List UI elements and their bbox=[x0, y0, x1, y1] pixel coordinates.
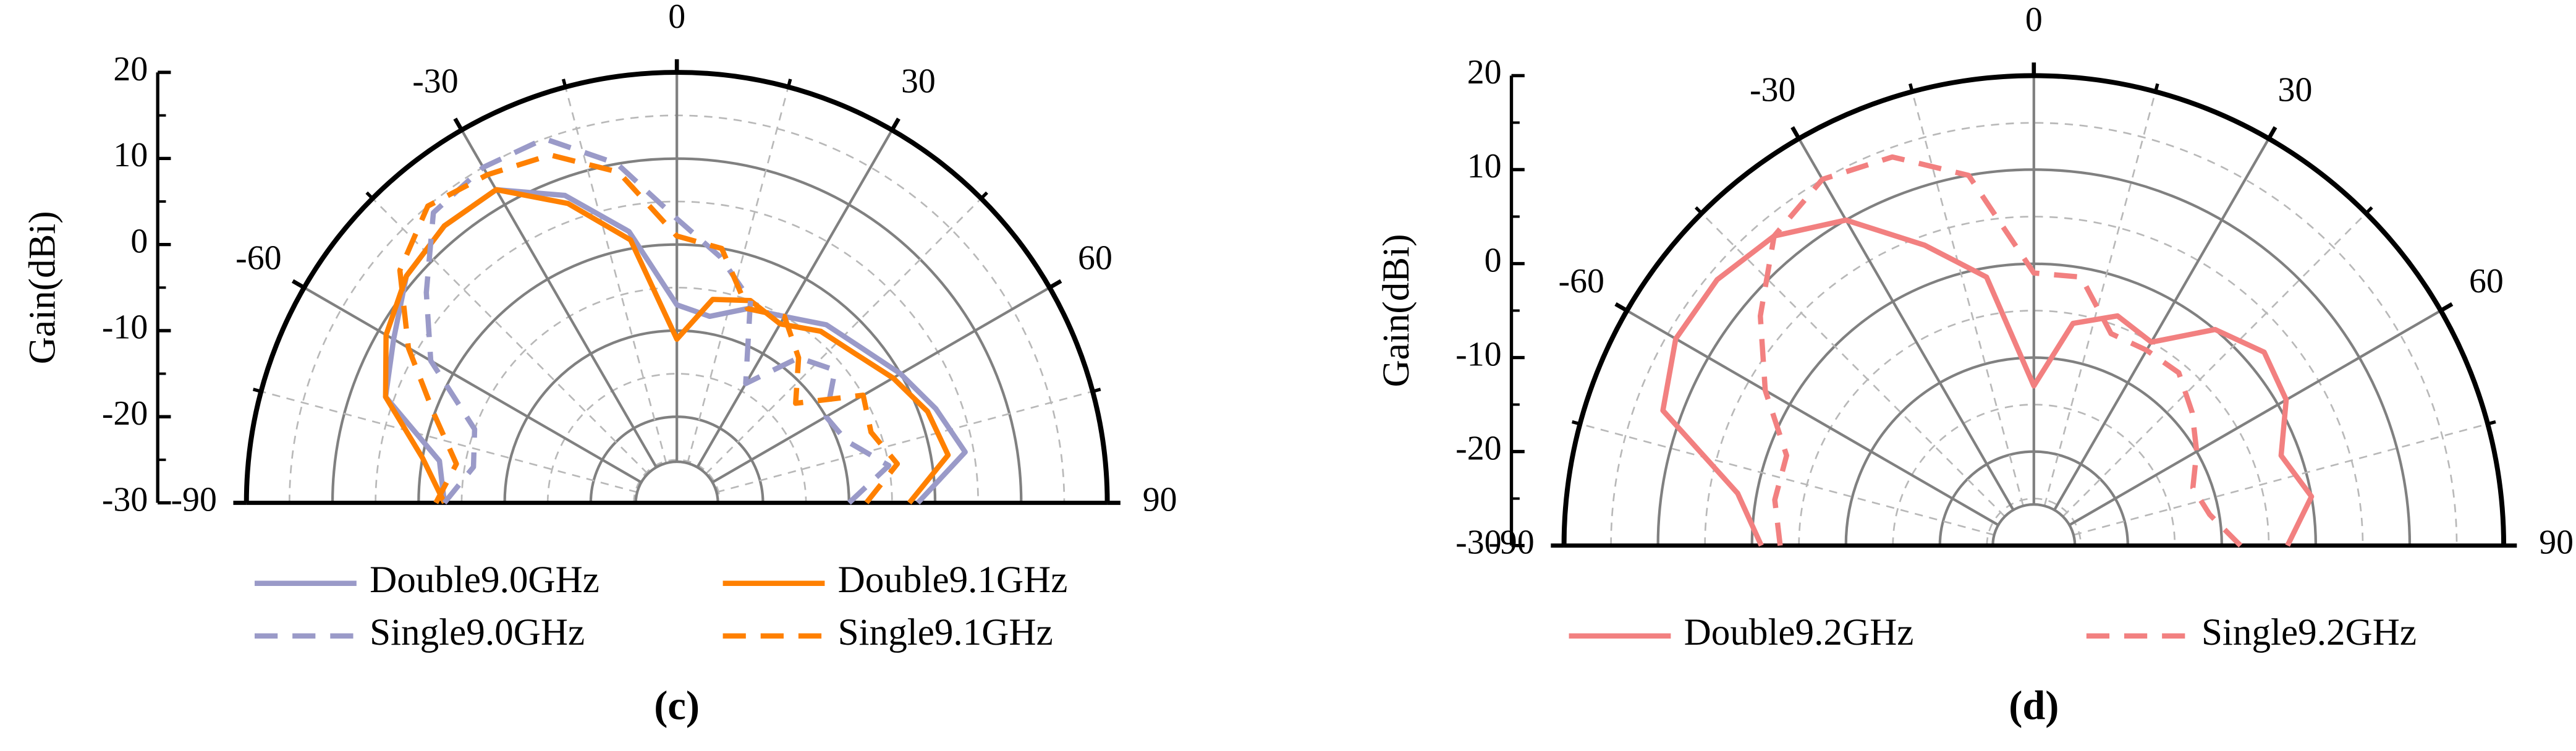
grid-spoke bbox=[1626, 309, 1999, 527]
r-tick-label: 20 bbox=[1467, 53, 1502, 91]
minor-spoke bbox=[1911, 91, 2024, 506]
minor-ring bbox=[633, 459, 721, 503]
caption: (d) bbox=[2009, 684, 2059, 729]
r-tick-label: -10 bbox=[102, 308, 148, 347]
minor-spoke bbox=[371, 198, 649, 475]
r-tick-label: -30 bbox=[1455, 523, 1501, 561]
minor-ring bbox=[1892, 404, 2176, 546]
polar-chart: -90-60-300306090-30-20-1001020Gain(dBi)D… bbox=[1376, 1, 2574, 729]
minor-ring bbox=[1610, 122, 2458, 546]
series-line bbox=[383, 187, 968, 505]
theta-tick-label: -60 bbox=[235, 239, 281, 278]
y-axis-label: Gain(dBi) bbox=[1376, 234, 1417, 388]
minor-spoke bbox=[1580, 423, 1994, 536]
theta-tick-label: 90 bbox=[1143, 480, 1177, 519]
theta-tick-label: 0 bbox=[668, 0, 685, 36]
series-line bbox=[1757, 154, 2243, 548]
legend-label: Double9.1GHz bbox=[838, 559, 1068, 601]
legend-label: Single9.0GHz bbox=[370, 612, 585, 653]
minor-spoke bbox=[2073, 423, 2488, 536]
series-line bbox=[383, 187, 951, 505]
legend-label: Double9.0GHz bbox=[370, 559, 600, 601]
minor-ring bbox=[546, 373, 807, 503]
minor-ring bbox=[1986, 498, 2082, 546]
minor-spoke bbox=[1701, 213, 2006, 517]
legend-label: Single9.1GHz bbox=[838, 612, 1053, 653]
minor-ring bbox=[1704, 216, 2364, 546]
r-tick-label: -20 bbox=[102, 394, 148, 433]
caption: (c) bbox=[654, 684, 700, 729]
grid-spoke bbox=[696, 129, 894, 469]
r-tick-label: -10 bbox=[1455, 335, 1501, 373]
theta-tick-label: -60 bbox=[1559, 262, 1604, 300]
minor-spoke bbox=[2043, 91, 2156, 506]
r-tick-label: 0 bbox=[1485, 241, 1502, 279]
theta-tick-label: 60 bbox=[1078, 239, 1112, 278]
r-tick-label: -20 bbox=[1455, 429, 1501, 467]
series-line bbox=[397, 152, 900, 505]
center-hole bbox=[634, 460, 719, 503]
theta-tick-label: -90 bbox=[171, 480, 216, 519]
polar-chart: -90 -60 -30 0 30 60 90 -30 -20 -10 0 10 20 Gain(dBi) D… bbox=[22, 0, 1177, 729]
r-tick-label: 10 bbox=[113, 136, 148, 174]
minor-spoke bbox=[2062, 213, 2367, 517]
r-tick-label: 20 bbox=[113, 50, 148, 88]
r-tick-label: 10 bbox=[1467, 147, 1502, 185]
grid-spoke bbox=[1797, 138, 2015, 511]
outer-ring bbox=[1561, 73, 2507, 546]
series-line bbox=[423, 136, 892, 505]
grid-spoke bbox=[711, 286, 1051, 484]
minor-spoke bbox=[564, 87, 667, 464]
r-tick-label: 0 bbox=[130, 222, 148, 260]
series-line bbox=[1660, 217, 2315, 547]
minor-spoke bbox=[716, 390, 1093, 493]
legend-label: Double9.2GHz bbox=[1684, 612, 1914, 653]
r-tick-label: -30 bbox=[102, 480, 148, 519]
outer-ring bbox=[244, 70, 1110, 503]
grid-spoke bbox=[460, 129, 658, 469]
grid-spoke bbox=[303, 286, 642, 484]
theta-tick-label: 30 bbox=[901, 62, 936, 101]
grid-spoke bbox=[2069, 309, 2442, 527]
theta-tick-label: 30 bbox=[2278, 70, 2313, 109]
theta-tick-label: 0 bbox=[2025, 1, 2043, 39]
grid-spoke bbox=[2053, 138, 2270, 511]
theta-tick-label: 60 bbox=[2469, 262, 2504, 300]
legend-label: Single9.2GHz bbox=[2201, 612, 2417, 653]
theta-tick-label: -30 bbox=[412, 62, 458, 101]
center-hole bbox=[1991, 503, 2077, 546]
theta-tick-label: 90 bbox=[2539, 523, 2574, 561]
minor-ring bbox=[1798, 310, 2270, 546]
minor-spoke bbox=[261, 390, 638, 493]
minor-spoke bbox=[687, 87, 789, 464]
theta-tick-label: -30 bbox=[1750, 70, 1795, 109]
y-axis-label: Gain(dBi) bbox=[22, 211, 63, 364]
